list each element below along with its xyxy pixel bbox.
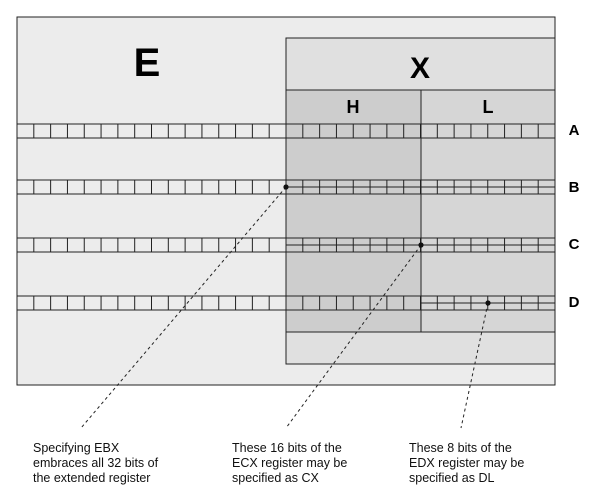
h-label: H [347,97,360,117]
register-rows [16,123,556,311]
dl-caption: These 8 bits of the EDX register may be … [409,441,525,485]
register-label-b: B [569,179,580,196]
cx-caption: These 16 bits of the ECX register may be… [232,441,348,485]
dl-marker [485,300,491,306]
register-row-d [16,295,556,311]
ebx-caption: Specifying EBX embraces all 32 bits of t… [33,441,159,485]
register-label-a: A [569,122,580,139]
ebx-marker [283,184,289,190]
cx-marker [418,242,424,248]
e-label: E [134,41,161,85]
x-label: X [410,52,430,85]
l-label: L [483,97,494,117]
register-label-c: C [569,236,580,253]
register-label-d: D [569,294,580,311]
cx-leader-line [285,244,422,429]
ebx-leader-line [80,186,287,429]
register-row-a [16,123,556,139]
register-row-b [16,179,556,195]
